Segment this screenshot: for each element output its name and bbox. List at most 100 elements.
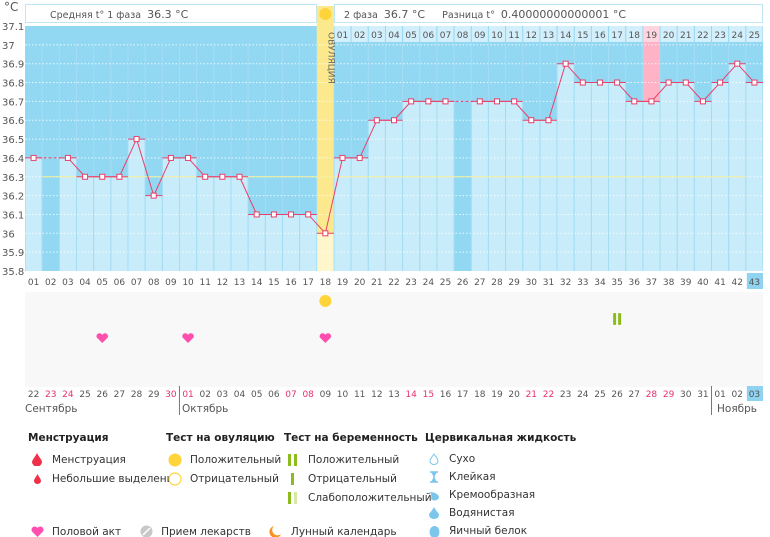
temperature-bar [25,157,42,271]
cycle-day-label: 40 [697,278,709,288]
phase2-day-cell [334,26,351,42]
temperature-point [648,98,655,105]
month-label: Октябрь [182,403,229,415]
dry-icon [425,453,443,465]
heart-icon [28,525,46,537]
phase2-day-cell [677,26,694,42]
temperature-bar [557,63,574,271]
cycle-day-label: 25 [440,278,451,288]
temperature-point [339,154,346,161]
cycle-day-label: 06 [114,278,126,288]
phase2-day-cell [437,26,454,42]
heart-icon [319,333,332,343]
cycle-day-label: 08 [148,278,160,288]
temperature-bar [523,120,540,271]
y-tick-label: 37.1 [2,22,24,33]
phase2-day-cell [660,26,677,42]
temperature-point [476,98,483,105]
phase2-day-cell [574,26,591,42]
phase1-summary: Средняя t° 1 фаза 36.3 °C [25,4,317,23]
phase2-day-cell [540,26,557,42]
y-tick-label: 36.1 [2,210,24,221]
legend-other: Половой акт Прием лекарств Лунный календ… [28,522,397,537]
date-label: 22 [543,390,554,400]
temperature-point [682,79,689,86]
temperature-bar [179,157,197,271]
date-label: 16 [440,390,452,400]
phase2-day-cell [454,26,471,42]
temperature-point [528,117,535,124]
phase2-day-cell [609,26,626,42]
temperature-bar [76,176,94,271]
temperature-line-segment [359,120,378,159]
legend-item: Слабоположительный [308,491,432,504]
phase2-day-label: 02 [354,31,365,41]
phase2-summary: 2 фаза 36.7 °C Разница t° 0.40000000000001… [334,4,763,23]
phase2-day-label: 03 [371,31,382,41]
heart-icon [182,333,194,343]
sun-filled-icon [166,453,184,467]
phase2-day-label: 20 [663,31,675,41]
phase2-day-label: 06 [423,31,435,41]
temperature-line-segment [685,82,704,102]
temperature-point [236,173,243,180]
cycle-day-label: 11 [199,278,210,288]
phase2-day-label: 09 [474,31,486,41]
legend-item: Положительный [190,453,282,466]
temperature-point [545,117,552,124]
phase2-day-cell [694,26,712,42]
phase2-day-label: 04 [388,31,400,41]
date-label: 03 [217,390,228,400]
cycle-day-label: 15 [268,278,279,288]
phase2-day-label: 25 [749,31,760,41]
sun-outline-icon [166,471,184,486]
phase1-label: Средняя t° 1 фаза [50,10,142,21]
cycle-day-label: 18 [320,278,332,288]
legend-item: Сухо [449,453,476,465]
temperature-point [493,98,500,105]
cycle-day-label: 27 [474,278,485,288]
phase2-value: 36.7 °C [383,8,426,21]
y-tick-label: 36.7 [2,97,24,108]
temperature-point [99,173,106,180]
phase2-day-cell [729,26,746,42]
y-tick-label: 36.9 [2,60,24,71]
temperature-bar [128,139,145,271]
temperature-bar [694,101,712,271]
date-label: 21 [526,390,537,400]
y-tick-label: 35.8 [2,267,24,278]
cycle-day-label: 14 [251,278,263,288]
date-label: 18 [474,390,486,400]
phase2-day-cell [403,26,420,42]
temperature-point [270,211,277,218]
temperature-point [253,211,260,218]
ovulation-test-positive-icon [319,295,332,307]
moon-icon [267,525,285,537]
temperature-point [699,98,706,105]
temperature-bar [145,195,162,271]
legend-item: Положительный [308,453,400,466]
phase2-day-cell [712,26,729,42]
cycle-day-label: 43 [749,278,760,288]
temperature-point [425,98,432,105]
cycle-day-label: 28 [491,278,503,288]
legend-title: Тест на беременность [284,432,418,444]
phase2-day-label: 12 [526,31,537,41]
phase2-day-label: 18 [629,31,641,41]
temperature-bar [437,101,454,271]
phase2-day-cell [643,26,660,42]
legend-item: Кремообразная [449,489,536,501]
cycle-day-label: 10 [182,278,194,288]
temperature-bar [248,214,265,271]
date-label: 23 [45,390,56,400]
drop-icon [28,453,46,466]
temperature-point [82,173,89,180]
date-label: 03 [749,390,760,400]
cycle-day-label: 05 [97,278,108,288]
phase2-day-label: 19 [646,31,658,41]
temperature-point [219,173,226,180]
diff-value: 0.40000000000001 °C [500,8,627,21]
date-label: 20 [508,390,520,400]
cycle-day-label: 34 [594,278,606,288]
phase2-day-cell [488,26,506,42]
